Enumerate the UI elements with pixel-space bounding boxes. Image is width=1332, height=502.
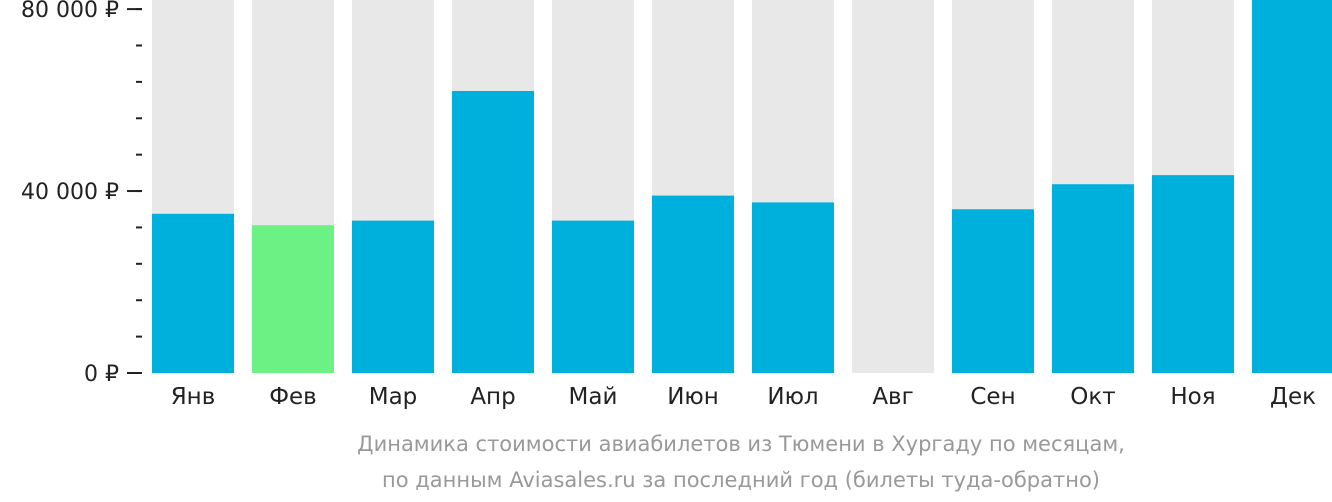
bar-11: [1152, 175, 1234, 373]
x-tick-label: Май: [569, 384, 618, 410]
x-tick-label: Июл: [767, 384, 818, 410]
y-tick-label: 40 000 ₽: [21, 180, 119, 205]
x-tick-label: Окт: [1070, 384, 1115, 410]
y-tick-label: 0 ₽: [84, 362, 119, 387]
chart-caption-line-1: Динамика стоимости авиабилетов из Тюмени…: [357, 432, 1125, 456]
x-axis: Янв Фев Мар Апр Май Июн Июл Авг Сен Окт Ноя Дек: [171, 384, 1316, 410]
x-tick-label: Ноя: [1170, 384, 1215, 410]
bar-5: [552, 220, 634, 373]
x-tick-label: Янв: [171, 384, 216, 410]
x-tick-label: Апр: [470, 384, 515, 410]
bar-7: [752, 202, 834, 373]
bar-12: [1252, 0, 1332, 373]
price-bar-chart: 0 ₽ 40 000 ₽ 80 000 ₽ Янв Фев Мар Апр Май Июн Ию…: [21, 0, 1332, 410]
bar-9: [952, 209, 1034, 373]
bar-3: [352, 220, 434, 373]
bar-6: [652, 195, 734, 373]
bar-1: [152, 213, 234, 373]
bar-4: [452, 90, 534, 373]
bar-2: [252, 225, 334, 373]
x-tick-label: Сен: [970, 384, 1015, 410]
bars: [152, 0, 1332, 373]
bar-background-8: [852, 0, 934, 373]
x-tick-label: Фев: [269, 384, 317, 410]
x-tick-label: Авг: [872, 384, 913, 410]
bar-10: [1052, 184, 1134, 373]
y-tick-label: 80 000 ₽: [21, 0, 119, 23]
x-tick-label: Дек: [1270, 384, 1316, 410]
chart-caption-line-2: по данным Aviasales.ru за последний год …: [382, 468, 1100, 492]
x-tick-label: Мар: [369, 384, 418, 410]
x-tick-label: Июн: [667, 384, 719, 410]
y-axis: 0 ₽ 40 000 ₽ 80 000 ₽: [21, 0, 142, 387]
